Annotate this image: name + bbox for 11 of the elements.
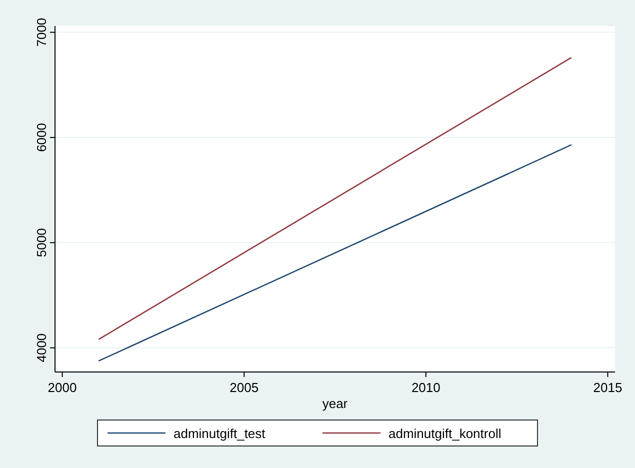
legend-label: adminutgift_kontroll [388, 426, 502, 441]
y-tick-label: 5000 [34, 228, 49, 258]
x-tick-label: 2005 [230, 380, 259, 395]
y-tick-label: 4000 [34, 333, 49, 362]
x-tick-label: 2000 [48, 380, 77, 395]
x-tick-label: 2015 [593, 380, 622, 395]
legend-label: adminutgift_test [174, 426, 266, 441]
y-tick-label: 6000 [34, 123, 49, 152]
x-tick-label: 2010 [411, 380, 440, 395]
x-axis-title: year [322, 396, 348, 411]
y-tick-label: 7000 [34, 18, 49, 47]
